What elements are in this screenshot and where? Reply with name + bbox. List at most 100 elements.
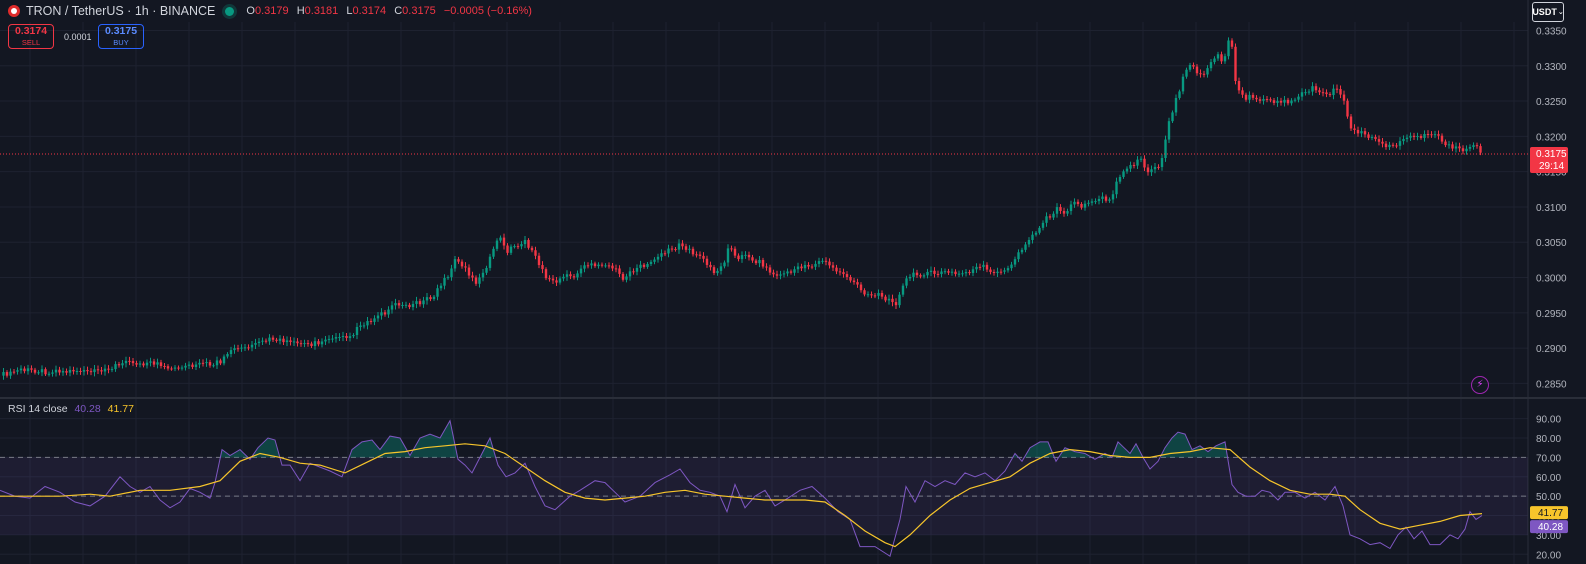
candle-body [345, 336, 348, 338]
candle-body [681, 243, 684, 247]
candle-body [1017, 252, 1020, 260]
candle-body [268, 337, 271, 342]
candle-body [460, 261, 464, 267]
sell-button[interactable]: 0.3174 SELL [8, 24, 54, 49]
candle-body [327, 338, 331, 340]
candle-body [849, 276, 852, 281]
candlestick-series[interactable] [2, 37, 1482, 380]
candle-body [789, 271, 793, 273]
candle-body [1213, 58, 1216, 63]
candle-body [1066, 211, 1069, 214]
candle-body [1160, 158, 1164, 168]
candle-body [457, 259, 460, 262]
candle-body [999, 271, 1003, 273]
lightning-icon[interactable]: ⚡ [1471, 376, 1489, 394]
candle-body [184, 365, 187, 368]
candle-body [982, 264, 985, 267]
candle-body [177, 367, 180, 369]
candle-body [373, 318, 376, 322]
candle-body [656, 256, 660, 260]
candle-body [1430, 134, 1433, 136]
candle-body [79, 370, 82, 372]
candle-body [429, 297, 432, 300]
rsi-series[interactable] [0, 419, 1483, 557]
candle-body [1472, 145, 1475, 148]
candle-body [100, 370, 103, 372]
candle-body [173, 367, 177, 369]
currency-label: USDT [1532, 7, 1557, 17]
candle-body [695, 254, 698, 256]
candle-body [289, 340, 292, 342]
candle-body [243, 347, 247, 349]
candle-body [1279, 100, 1283, 103]
candle-body [128, 360, 131, 362]
candle-body [1062, 210, 1066, 214]
candle-body [863, 290, 866, 295]
candle-body [380, 312, 383, 316]
candle-body [800, 266, 803, 269]
candle-body [1370, 136, 1374, 138]
candle-body [499, 237, 502, 241]
candle-body [1227, 40, 1230, 57]
candle-body [317, 341, 320, 345]
candle-body [1048, 216, 1052, 218]
candle-body [1335, 88, 1339, 90]
candle-body [653, 259, 656, 262]
sell-label: SELL [21, 38, 41, 47]
buy-button[interactable]: 0.3175 BUY [98, 24, 144, 49]
candle-body [156, 362, 159, 365]
candle-body [1395, 145, 1398, 147]
candle-body [901, 285, 905, 295]
candle-body [1108, 199, 1111, 201]
candle-body [751, 257, 754, 261]
candle-body [1129, 165, 1132, 169]
rsi-legend[interactable]: RSI 14 close 40.28 41.77 [8, 403, 134, 415]
candle-body [1020, 249, 1024, 253]
candle-body [103, 368, 107, 372]
candle-body [667, 248, 670, 254]
candle-body [1479, 146, 1482, 153]
candle-body [740, 255, 744, 260]
candle-body [142, 363, 145, 366]
candle-body [464, 266, 467, 268]
candle-body [677, 243, 681, 250]
candle-body [1314, 86, 1318, 91]
price-tick-label: 0.3250 [1536, 97, 1567, 108]
candle-body [975, 266, 978, 270]
candle-body [411, 303, 415, 308]
candle-body [936, 273, 940, 275]
candle-body [1171, 112, 1174, 122]
candle-body [1115, 181, 1118, 195]
buy-price: 0.3175 [104, 25, 138, 37]
candle-body [1353, 128, 1356, 130]
candle-body [313, 341, 317, 347]
candle-body [887, 298, 891, 301]
candle-body [814, 263, 817, 267]
symbol-header: TRON / TetherUS · 1h · BINANCE O0.3179 H… [8, 3, 537, 19]
candle-body [51, 372, 54, 374]
candle-body [506, 245, 509, 253]
candle-body [404, 304, 408, 306]
candle-body [775, 274, 779, 276]
candle-body [226, 354, 229, 357]
candle-body [1080, 204, 1083, 208]
currency-dropdown[interactable]: USDT ⌄ [1532, 2, 1564, 22]
candle-body [1251, 94, 1255, 98]
symbol-title[interactable]: TRON / TetherUS · 1h · BINANCE [26, 4, 216, 18]
candle-body [698, 254, 702, 256]
candle-body [954, 271, 957, 275]
candle-body [565, 274, 569, 277]
candle-body [394, 303, 397, 306]
candle-body [418, 301, 422, 305]
candle-body [359, 325, 362, 327]
candle-body [453, 259, 457, 269]
candle-body [747, 254, 751, 258]
candle-body [611, 265, 614, 269]
candle-body [240, 347, 243, 349]
price-axis[interactable]: 0.3350 0.3300 0.3250 0.3200 0.3150 0.3100 0.30… [0, 26, 1568, 561]
candle-body [628, 271, 632, 277]
candle-body [439, 285, 443, 289]
candle-body [621, 273, 625, 280]
candle-body [1185, 69, 1188, 77]
